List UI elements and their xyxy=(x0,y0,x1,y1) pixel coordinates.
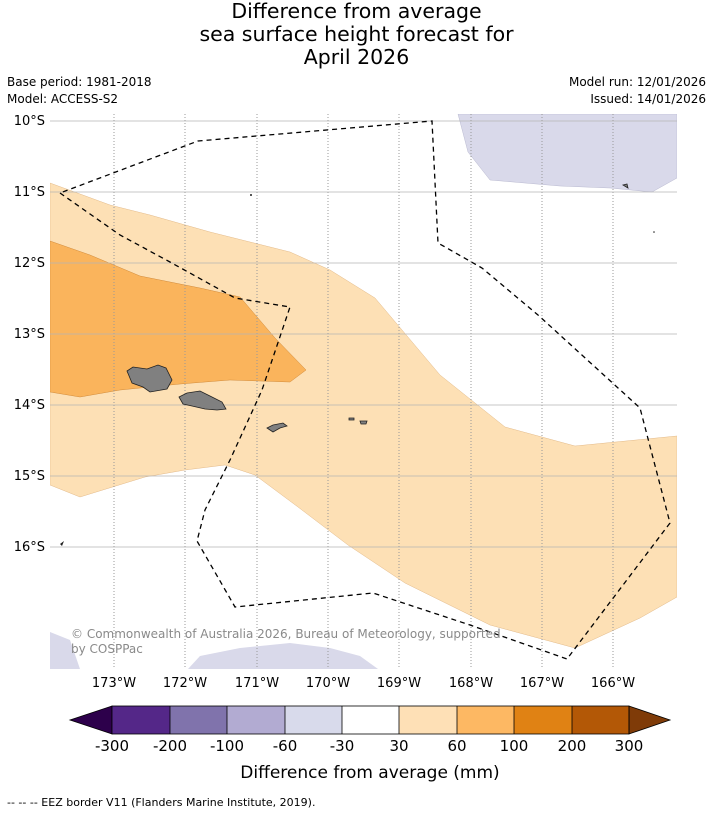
lon-label: 166°W xyxy=(591,676,635,691)
colorbar-segment xyxy=(457,706,514,734)
manua-island-1 xyxy=(348,417,355,421)
small-islet-3 xyxy=(60,541,64,546)
colorbar-segment xyxy=(342,706,399,734)
band-neg-bottom-left-region xyxy=(50,632,80,669)
colorbar-extend-low xyxy=(68,705,113,735)
model-run: Model run: 12/01/2026 xyxy=(568,75,706,89)
title-line-2: sea surface height forecast for xyxy=(199,22,514,46)
colorbar-tick: -30 xyxy=(330,737,355,755)
colorbar-tick: 60 xyxy=(447,737,466,755)
colorbar-tick: -100 xyxy=(210,737,244,755)
small-islet-1 xyxy=(250,194,252,196)
meridian-gridlines xyxy=(113,114,614,669)
lat-label: 16°S xyxy=(14,540,45,555)
colorbar-segment xyxy=(399,706,457,734)
title-line-3: April 2026 xyxy=(303,45,410,69)
colorbar-segment xyxy=(227,706,285,734)
lon-label: 171°W xyxy=(235,676,279,691)
meta-right: Model run: 12/01/2026 Issued: 14/01/2026 xyxy=(569,74,706,108)
tutuila-island xyxy=(266,422,288,433)
lon-label: 167°W xyxy=(520,676,564,691)
swains-island xyxy=(621,183,629,189)
title-line-1: Difference from average xyxy=(231,0,482,23)
lat-label: 12°S xyxy=(14,256,45,271)
colorbar-tick: 30 xyxy=(389,737,408,755)
copyright-line-1: © Commonwealth of Australia 2026, Bureau… xyxy=(71,627,501,641)
colorbar-segment xyxy=(514,706,572,734)
lon-label: 168°W xyxy=(449,676,493,691)
longitude-labels: 173°W 172°W 171°W 170°W 169°W 168°W 167°… xyxy=(92,676,635,691)
colorbar-dividers xyxy=(169,706,573,734)
colorbar-tick: 300 xyxy=(615,737,644,755)
map-plot-area xyxy=(50,114,677,669)
lon-label: 172°W xyxy=(163,676,207,691)
colorbar-tick: -300 xyxy=(95,737,129,755)
base-period: Base period: 1981-2018 xyxy=(7,75,152,89)
colorbar-segment xyxy=(285,706,342,734)
lat-label: 11°S xyxy=(14,185,45,200)
colorbar-tick-labels: -300 -200 -100 -60 -30 30 60 100 200 300 xyxy=(95,737,643,755)
parallel-gridlines xyxy=(50,120,677,548)
small-islet-2 xyxy=(653,231,655,233)
colorbar-extend-high xyxy=(628,705,672,735)
issued-date: Issued: 14/01/2026 xyxy=(590,92,706,106)
copyright-notice: © Commonwealth of Australia 2026, Bureau… xyxy=(71,627,501,656)
latitude-labels: 10°S 11°S 12°S 13°S 14°S 15°S 16°S xyxy=(14,114,45,555)
band-30-60-region xyxy=(50,182,677,649)
colorbar: -300 -200 -100 -60 -30 30 60 100 200 300… xyxy=(68,705,672,783)
colorbar-segment xyxy=(112,706,170,734)
manua-island-2 xyxy=(359,420,368,425)
model-name: Model: ACCESS-S2 xyxy=(7,92,119,106)
lat-label: 14°S xyxy=(14,398,45,413)
savaii-island xyxy=(126,364,173,393)
lat-label: 13°S xyxy=(14,327,45,342)
colorbar-tick: 200 xyxy=(558,737,587,755)
lon-label: 173°W xyxy=(92,676,136,691)
colorbar-segment xyxy=(170,706,227,734)
band-neg-bottom-mid-region xyxy=(188,643,378,669)
lat-label: 15°S xyxy=(14,469,45,484)
colorbar-tick: -60 xyxy=(273,737,298,755)
colorbar-outline xyxy=(111,705,630,735)
lon-label: 169°W xyxy=(377,676,421,691)
lat-label: 10°S xyxy=(14,114,45,129)
band-neg-top-region xyxy=(457,114,677,193)
meta-left: Base period: 1981-2018 Model: ACCESS-S2 xyxy=(7,74,152,108)
copyright-line-2: by COSPPac xyxy=(71,642,143,656)
colorbar-tick: -200 xyxy=(153,737,187,755)
eez-legend-note: -- -- -- EEZ border V11 (Flanders Marine… xyxy=(7,796,316,809)
upolu-island xyxy=(178,390,227,411)
colorbar-segment xyxy=(572,706,629,734)
colorbar-label: Difference from average (mm) xyxy=(240,763,499,783)
chart-title: Difference from average sea surface heig… xyxy=(0,0,713,69)
lon-label: 170°W xyxy=(306,676,350,691)
colorbar-tick: 100 xyxy=(500,737,529,755)
eez-border-samoa xyxy=(59,120,671,660)
